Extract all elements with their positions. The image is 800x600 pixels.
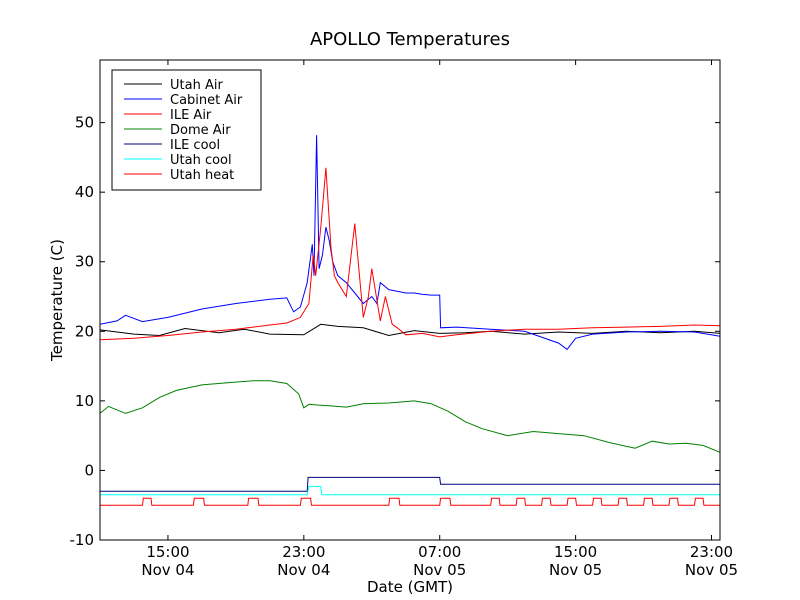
x-tick-date-label: Nov 04 <box>141 561 194 579</box>
chart-title: APOLLO Temperatures <box>310 29 510 50</box>
legend-label-cabinet-air: Cabinet Air <box>170 93 243 108</box>
x-tick-time-label: 23:00 <box>690 543 733 561</box>
series-group <box>99 135 721 506</box>
y-tick-label: 20 <box>75 322 94 340</box>
plot-frame <box>99 59 721 541</box>
x-tick-time-label: 15:00 <box>554 543 597 561</box>
y-tick-label: 40 <box>75 183 94 201</box>
x-tick-date-label: Nov 05 <box>413 561 466 579</box>
series-line-utah-heat <box>100 497 720 506</box>
series-line-ile-air <box>99 167 721 341</box>
x-tick-time-label: 23:00 <box>282 543 325 561</box>
series-line-ile-cool <box>100 476 720 492</box>
legend-label-utah-air: Utah Air <box>170 78 223 93</box>
series-line-cabinet-air <box>99 135 721 351</box>
x-tick-date-label: Nov 05 <box>685 561 738 579</box>
series-line-dome-air <box>99 380 721 453</box>
y-tick-label: 10 <box>75 392 94 410</box>
x-tick-time-label: 15:00 <box>146 543 189 561</box>
legend-label-utah-heat: Utah heat <box>170 168 234 183</box>
x-tick-date-label: Nov 04 <box>277 561 330 579</box>
y-axis-label: Temperature (C) <box>48 239 66 362</box>
y-tick-label: 0 <box>84 461 94 479</box>
x-tick-date-label: Nov 05 <box>549 561 602 579</box>
x-tick-time-label: 07:00 <box>418 543 461 561</box>
x-axis-label: Date (GMT) <box>367 578 453 596</box>
legend-label-utah-cool: Utah cool <box>170 153 232 168</box>
series-line-utah-cool <box>100 485 720 496</box>
legend-frame <box>111 69 262 191</box>
legend-label-dome-air: Dome Air <box>170 123 231 138</box>
y-tick-label: 30 <box>75 253 94 271</box>
legend-label-ile-cool: ILE cool <box>170 138 220 153</box>
legend-label-ile-air: ILE Air <box>170 108 212 123</box>
y-tick-label: 50 <box>75 114 94 132</box>
y-tick-label: -10 <box>70 531 95 549</box>
